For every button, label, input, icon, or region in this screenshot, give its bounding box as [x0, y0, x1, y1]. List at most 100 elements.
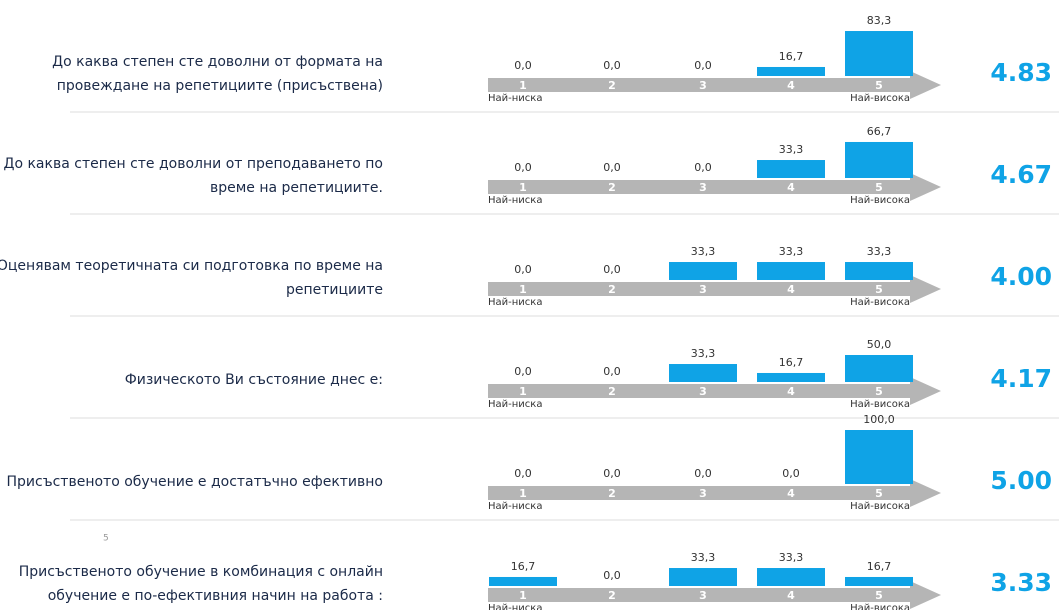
bar: [845, 576, 913, 586]
category-label: 2: [608, 181, 616, 194]
value-label: 100,0: [863, 413, 895, 426]
scale-arrowhead: [910, 479, 941, 507]
low-label: Най-ниска: [488, 501, 542, 512]
bar: [757, 568, 825, 586]
scale-arrowhead: [910, 275, 941, 303]
category-label: 3: [699, 181, 707, 194]
category-label: 4: [787, 79, 795, 92]
category-label: 1: [519, 181, 527, 194]
value-label: 0,0: [514, 161, 532, 174]
value-label: 0,0: [782, 467, 800, 480]
bar: [757, 372, 825, 382]
category-label: 1: [519, 385, 527, 398]
category-label: 3: [699, 589, 707, 602]
category-label: 5: [875, 487, 883, 500]
low-label: Най-ниска: [488, 297, 542, 308]
score: 5.00: [990, 466, 1052, 495]
high-label: Най-висока: [850, 297, 910, 308]
value-label: 0,0: [514, 59, 532, 72]
value-label: 33,3: [691, 551, 716, 564]
category-label: 2: [608, 589, 616, 602]
score: 4.67: [990, 160, 1052, 189]
category-label: 1: [519, 283, 527, 296]
value-label: 0,0: [603, 161, 621, 174]
value-label: 0,0: [603, 569, 621, 582]
bar: [845, 141, 913, 178]
scale-band: [488, 486, 910, 500]
scale-arrowhead: [910, 581, 941, 609]
value-label: 0,0: [603, 59, 621, 72]
value-label: 0,0: [603, 263, 621, 276]
category-label: 4: [787, 283, 795, 296]
category-label: 2: [608, 385, 616, 398]
score: 4.17: [990, 364, 1052, 393]
value-label: 0,0: [694, 59, 712, 72]
bar: [757, 66, 825, 76]
category-label: 2: [608, 79, 616, 92]
value-label: 0,0: [514, 263, 532, 276]
question: време на репетициите.: [210, 180, 383, 196]
score: 4.83: [990, 58, 1052, 87]
value-label: 16,7: [779, 356, 804, 369]
bar: [845, 430, 913, 484]
question: Присъственото обучение е достатъчно ефек…: [7, 474, 384, 490]
bar: [669, 262, 737, 280]
question: Оценявам теоретичната си подготовка по в…: [0, 258, 383, 274]
value-label: 0,0: [694, 467, 712, 480]
high-label: Най-висока: [850, 195, 910, 206]
scale-arrowhead: [910, 173, 941, 201]
question: репетициите: [286, 282, 383, 298]
bar: [845, 262, 913, 280]
category-label: 3: [699, 487, 707, 500]
score: 4.00: [990, 262, 1052, 291]
value-label: 0,0: [603, 365, 621, 378]
high-label: Най-висока: [850, 399, 910, 410]
value-label: 50,0: [867, 338, 892, 351]
scale-band: [488, 78, 910, 92]
category-label: 3: [699, 283, 707, 296]
category-label: 3: [699, 79, 707, 92]
scale-band: [488, 384, 910, 398]
bar: [845, 355, 913, 382]
value-label: 66,7: [867, 125, 892, 138]
low-label: Най-ниска: [488, 603, 542, 610]
low-label: Най-ниска: [488, 195, 542, 206]
category-label: 2: [608, 487, 616, 500]
value-label: 16,7: [867, 560, 892, 573]
category-label: 4: [787, 385, 795, 398]
category-label: 5: [875, 181, 883, 194]
value-label: 33,3: [779, 143, 804, 156]
value-label: 0,0: [514, 365, 532, 378]
value-label: 16,7: [779, 50, 804, 63]
category-label: 3: [699, 385, 707, 398]
category-label: 4: [787, 181, 795, 194]
value-label: 33,3: [779, 245, 804, 258]
question: Присъственото обучение в комбинация с он…: [19, 564, 383, 580]
category-label: 4: [787, 487, 795, 500]
question: До каква степен сте доволни от преподава…: [4, 156, 383, 172]
question: провеждане на репетициите (присъствена): [57, 78, 383, 94]
value-label: 33,3: [867, 245, 892, 258]
value-label: 0,0: [514, 467, 532, 480]
value-label: 33,3: [779, 551, 804, 564]
question: обучение е по-ефективния начин на работа…: [48, 588, 383, 604]
high-label: Най-висока: [850, 93, 910, 104]
high-label: Най-висока: [850, 501, 910, 512]
question: Физическото Ви състояние днес е:: [125, 372, 383, 388]
low-label: Най-ниска: [488, 399, 542, 410]
category-label: 1: [519, 589, 527, 602]
category-label: 1: [519, 487, 527, 500]
category-label: 1: [519, 79, 527, 92]
scale-arrowhead: [910, 377, 941, 405]
category-label: 5: [875, 385, 883, 398]
question: До каква степен сте доволни от формата н…: [52, 54, 383, 70]
bar: [669, 568, 737, 586]
low-label: Най-ниска: [488, 93, 542, 104]
scale-band: [488, 282, 910, 296]
bar: [757, 160, 825, 178]
scale-band: [488, 180, 910, 194]
category-label: 4: [787, 589, 795, 602]
bar: [757, 262, 825, 280]
bar: [845, 31, 913, 77]
